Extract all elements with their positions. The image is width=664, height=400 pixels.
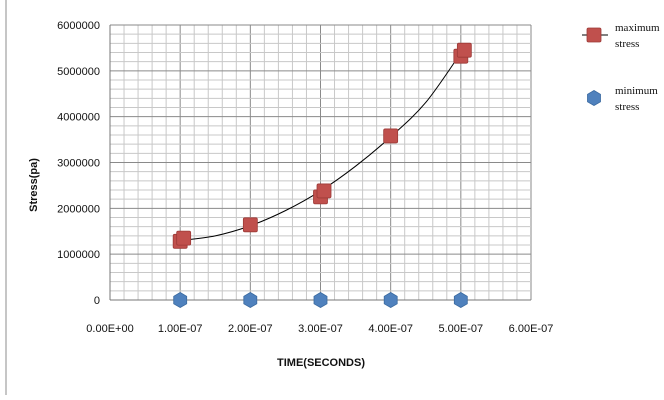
tick-labels: 0 1000000 2000000 3000000 4000000 5000000 6000… [57, 20, 553, 335]
y-axis-title: Stress(pa) [28, 158, 40, 212]
legend-marker-minimum-stress [587, 90, 601, 106]
x-tick-label: 6.00E-07 [509, 323, 554, 335]
maximum-stress-point [383, 128, 399, 144]
x-tick-label: 5.00E-07 [439, 323, 484, 335]
x-tick-label: 0.00E+00 [86, 323, 133, 335]
x-tick-label: 2.00E-07 [228, 323, 273, 335]
y-tick-label: 1000000 [57, 249, 100, 261]
y-tick-label: 3000000 [57, 158, 100, 170]
maximum-stress-point [176, 230, 192, 246]
legend: maximum stress minimum stress [582, 22, 660, 113]
legend-label-minimum-stress: stress [615, 101, 639, 113]
minimum-stress-point [383, 292, 398, 308]
y-tick-label: 4000000 [57, 112, 100, 124]
minimum-stress-point [243, 292, 258, 308]
y-tick-label: 6000000 [57, 20, 100, 32]
legend-marker-maximum-stress [586, 27, 602, 43]
x-axis-title: TIME(SECONDS) [277, 357, 365, 369]
x-tick-label: 4.00E-07 [368, 323, 413, 335]
legend-label-maximum-stress: stress [615, 38, 639, 50]
y-tick-label: 2000000 [57, 203, 100, 215]
y-tick-label: 0 [94, 295, 100, 307]
x-tick-label: 3.00E-07 [298, 323, 343, 335]
x-tick-label: 1.00E-07 [158, 323, 203, 335]
minimum-stress-point [313, 292, 328, 308]
minimum-stress-point [173, 292, 188, 308]
minimum-stress-point [453, 292, 468, 308]
legend-label-minimum-stress: minimum [615, 85, 658, 97]
maximum-stress-point [242, 217, 258, 233]
maximum-stress-point [456, 42, 472, 58]
legend-label-maximum-stress: maximum [615, 22, 660, 34]
data-points [172, 42, 472, 308]
grid [110, 24, 532, 300]
maximum-stress-point [316, 183, 332, 199]
y-tick-label: 5000000 [57, 66, 100, 78]
